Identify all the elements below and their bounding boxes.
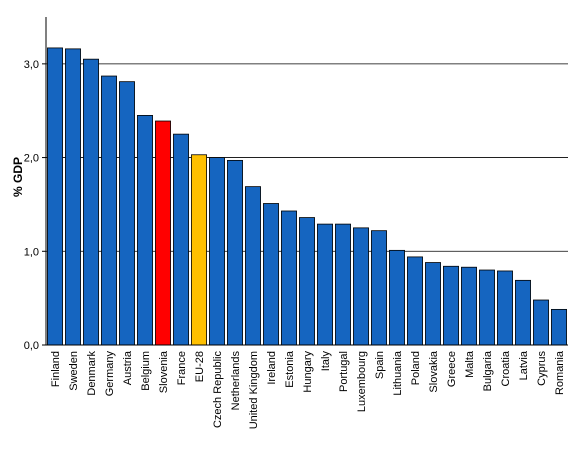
- bar-bulgaria: [479, 269, 495, 346]
- x-category-label: EU-28: [194, 351, 206, 382]
- x-category-label: Greece: [446, 351, 458, 387]
- bar-romania: [551, 308, 567, 346]
- x-category-label: Luxembourg: [356, 351, 368, 412]
- bar-spain: [371, 230, 387, 346]
- x-category-label: Croatia: [500, 350, 512, 386]
- x-category-label: Spain: [374, 351, 386, 379]
- x-category-label: Sweden: [68, 351, 80, 391]
- bar-austria: [119, 81, 135, 346]
- x-category-label: Austria: [122, 350, 134, 385]
- x-category-label: Italy: [320, 351, 332, 372]
- x-category-label: France: [176, 351, 188, 385]
- bar-greece: [443, 265, 459, 346]
- x-category-label: Hungary: [302, 351, 314, 393]
- bar-slovenia: [155, 120, 171, 346]
- bars: [47, 47, 567, 346]
- bar-hungary: [299, 217, 315, 346]
- bar-cyprus: [533, 299, 549, 346]
- y-tick-label: 3,0: [24, 59, 39, 71]
- x-category-label: Czech Republic: [212, 351, 224, 429]
- x-category-label: Cyprus: [536, 351, 548, 386]
- x-category-label: Bulgaria: [482, 350, 494, 391]
- bar-netherlands: [227, 159, 243, 346]
- x-category-label: Slovenia: [158, 350, 170, 393]
- x-category-label: Latvia: [518, 350, 530, 380]
- x-category-label: Ireland: [266, 351, 278, 385]
- y-tick-labels: 0,0 1,0 2,0 3,0: [24, 59, 46, 352]
- bar-italy: [317, 223, 333, 346]
- x-category-label: Belgium: [140, 351, 152, 391]
- x-category-label: Malta: [464, 350, 476, 378]
- x-category-label: Estonia: [284, 350, 296, 388]
- x-category-label: Portugal: [338, 351, 350, 392]
- bar-malta: [461, 266, 477, 346]
- x-category-label: Finland: [50, 351, 62, 387]
- x-category-label: Slovakia: [428, 350, 440, 392]
- x-category-label: Poland: [410, 351, 422, 385]
- y-tick-label: 2,0: [24, 153, 39, 165]
- bar-lithuania: [389, 249, 405, 346]
- bar-poland: [407, 256, 423, 346]
- bar-sweden: [65, 48, 81, 346]
- y-axis-title: % GDP: [11, 157, 25, 197]
- y-tick-label: 1,0: [24, 246, 39, 258]
- bar-denmark: [83, 58, 99, 346]
- x-category-label: Netherlands: [230, 351, 242, 411]
- bar-eu-28: [191, 154, 207, 346]
- bar-ireland: [263, 203, 279, 346]
- bar-estonia: [281, 210, 297, 346]
- x-category-label: Germany: [104, 351, 116, 397]
- x-category-label: United Kingdom: [248, 351, 260, 429]
- bar-luxembourg: [353, 227, 369, 346]
- bar-croatia: [497, 270, 513, 346]
- bar-finland: [47, 47, 63, 346]
- bar-portugal: [335, 223, 351, 346]
- bar-slovakia: [425, 262, 441, 346]
- x-category-label: Lithuania: [392, 350, 404, 396]
- x-category-labels: Finland Sweden Denmark Germany Austria Belgiu…: [50, 350, 566, 429]
- bar-latvia: [515, 279, 531, 346]
- bar-belgium: [137, 115, 153, 346]
- x-category-label: Romania: [554, 350, 566, 395]
- bar-czech-republic: [209, 157, 225, 346]
- bar-france: [173, 133, 189, 346]
- x-category-label: Denmark: [86, 351, 98, 396]
- bar-germany: [101, 75, 117, 346]
- bar-united-kingdom: [245, 186, 261, 346]
- y-tick-label: 0,0: [24, 340, 39, 352]
